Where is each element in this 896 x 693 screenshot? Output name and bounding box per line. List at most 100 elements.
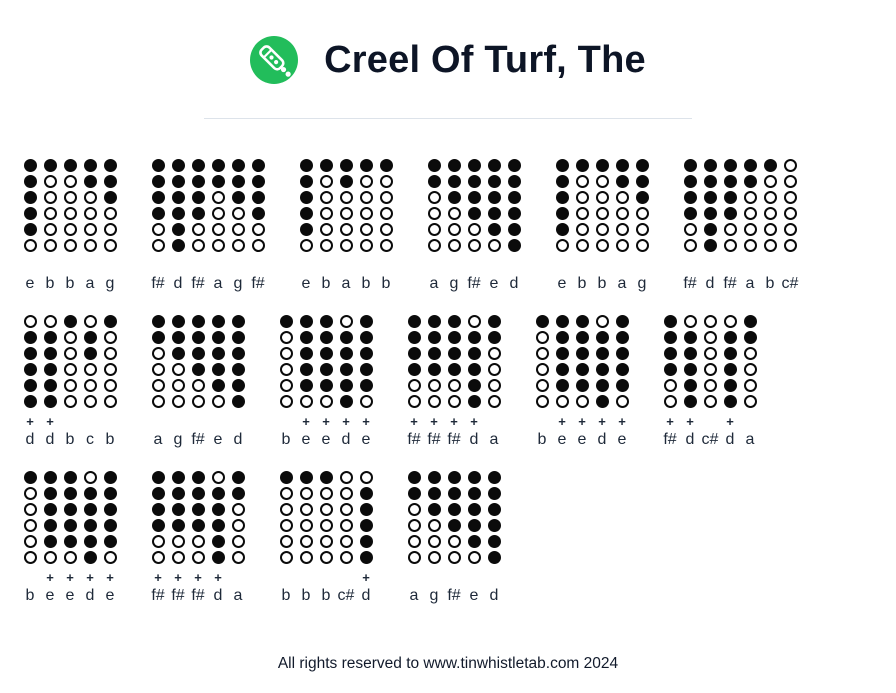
hole-open-dot: [191, 239, 205, 252]
hole-closed-dot: [467, 379, 481, 392]
hole-open-dot: [595, 175, 609, 188]
note-column: a: [404, 471, 424, 606]
note-label: d: [705, 275, 715, 292]
hole-closed-dot: [319, 159, 333, 172]
hole-closed-dot: [595, 395, 609, 408]
note-column: + d: [680, 315, 700, 450]
hole-open-dot: [663, 395, 677, 408]
measure: + f# + f# + f# + d a: [404, 315, 504, 450]
hole-open-dot: [211, 191, 225, 204]
hole-open-dot: [339, 519, 353, 532]
hole-closed-dot: [211, 315, 225, 328]
octave-plus-marker: [512, 259, 516, 274]
hole-closed-dot: [575, 347, 589, 360]
hole-open-dot: [379, 191, 393, 204]
hole-closed-dot: [171, 175, 185, 188]
hole-open-dot: [171, 395, 185, 408]
note-column: + d: [720, 315, 740, 450]
note-column: + f#: [148, 471, 168, 606]
hole-closed-dot: [43, 395, 57, 408]
hole-open-dot: [635, 239, 649, 252]
hole-closed-dot: [635, 159, 649, 172]
octave-plus-marker: +: [342, 414, 350, 429]
octave-plus-marker: [176, 259, 180, 274]
octave-plus-marker: [344, 259, 348, 274]
octave-plus-marker: [600, 259, 604, 274]
hole-closed-dot: [359, 159, 373, 172]
hole-closed-dot: [299, 379, 313, 392]
hole-closed-dot: [23, 223, 37, 236]
octave-plus-marker: +: [726, 414, 734, 429]
note-label: d: [489, 587, 499, 604]
note-label: f#: [407, 431, 421, 448]
note-column: a: [612, 159, 632, 294]
octave-plus-marker: +: [666, 414, 674, 429]
note-label: g: [449, 275, 459, 292]
note-label: f#: [251, 275, 265, 292]
note-label: a: [233, 587, 243, 604]
hole-open-dot: [703, 379, 717, 392]
header: Creel Of Turf, The: [0, 0, 896, 119]
note-column: a: [336, 159, 356, 294]
header-divider: [204, 118, 692, 119]
note-label: f#: [683, 275, 697, 292]
hole-open-dot: [763, 239, 777, 252]
octave-plus-marker: [196, 259, 200, 274]
hole-closed-dot: [507, 207, 521, 220]
hole-open-dot: [43, 207, 57, 220]
hole-closed-dot: [467, 159, 481, 172]
hole-closed-dot: [487, 471, 501, 484]
hole-open-dot: [319, 503, 333, 516]
hole-closed-dot: [23, 207, 37, 220]
hole-open-dot: [783, 207, 797, 220]
hole-closed-dot: [683, 331, 697, 344]
hole-open-dot: [23, 503, 37, 516]
note-label: f#: [447, 431, 461, 448]
note-column: b: [40, 159, 60, 294]
hole-open-dot: [407, 535, 421, 548]
hole-open-dot: [447, 207, 461, 220]
hole-open-dot: [427, 191, 441, 204]
hole-closed-dot: [171, 487, 185, 500]
octave-plus-marker: [748, 259, 752, 274]
note-column: b: [60, 159, 80, 294]
hole-closed-dot: [703, 223, 717, 236]
hole-closed-dot: [427, 159, 441, 172]
hole-open-dot: [171, 363, 185, 376]
octave-plus-marker: [68, 259, 72, 274]
hole-closed-dot: [339, 379, 353, 392]
hole-closed-dot: [211, 159, 225, 172]
note-column: b: [276, 471, 296, 606]
hole-closed-dot: [467, 347, 481, 360]
hole-closed-dot: [555, 207, 569, 220]
hole-open-dot: [23, 315, 37, 328]
hole-open-dot: [379, 175, 393, 188]
note-label: f#: [191, 275, 205, 292]
note-column: c#: [336, 471, 356, 606]
hole-open-dot: [487, 363, 501, 376]
note-column: g: [632, 159, 652, 294]
hole-open-dot: [467, 315, 481, 328]
hole-open-dot: [467, 223, 481, 236]
hole-open-dot: [379, 239, 393, 252]
hole-open-dot: [43, 223, 57, 236]
octave-plus-marker: [284, 415, 288, 430]
hole-open-dot: [635, 207, 649, 220]
hole-closed-dot: [575, 159, 589, 172]
hole-closed-dot: [151, 519, 165, 532]
hole-open-dot: [359, 395, 373, 408]
note-label: b: [45, 275, 55, 292]
hole-closed-dot: [555, 379, 569, 392]
hole-closed-dot: [683, 175, 697, 188]
hole-closed-dot: [743, 331, 757, 344]
hole-open-dot: [703, 363, 717, 376]
hole-open-dot: [319, 551, 333, 564]
note-label: b: [281, 587, 291, 604]
hole-closed-dot: [299, 191, 313, 204]
note-label: c: [86, 431, 94, 448]
hole-open-dot: [23, 239, 37, 252]
hole-closed-dot: [379, 159, 393, 172]
octave-plus-marker: [412, 571, 416, 586]
octave-plus-marker: +: [26, 414, 34, 429]
octave-plus-marker: +: [598, 414, 606, 429]
